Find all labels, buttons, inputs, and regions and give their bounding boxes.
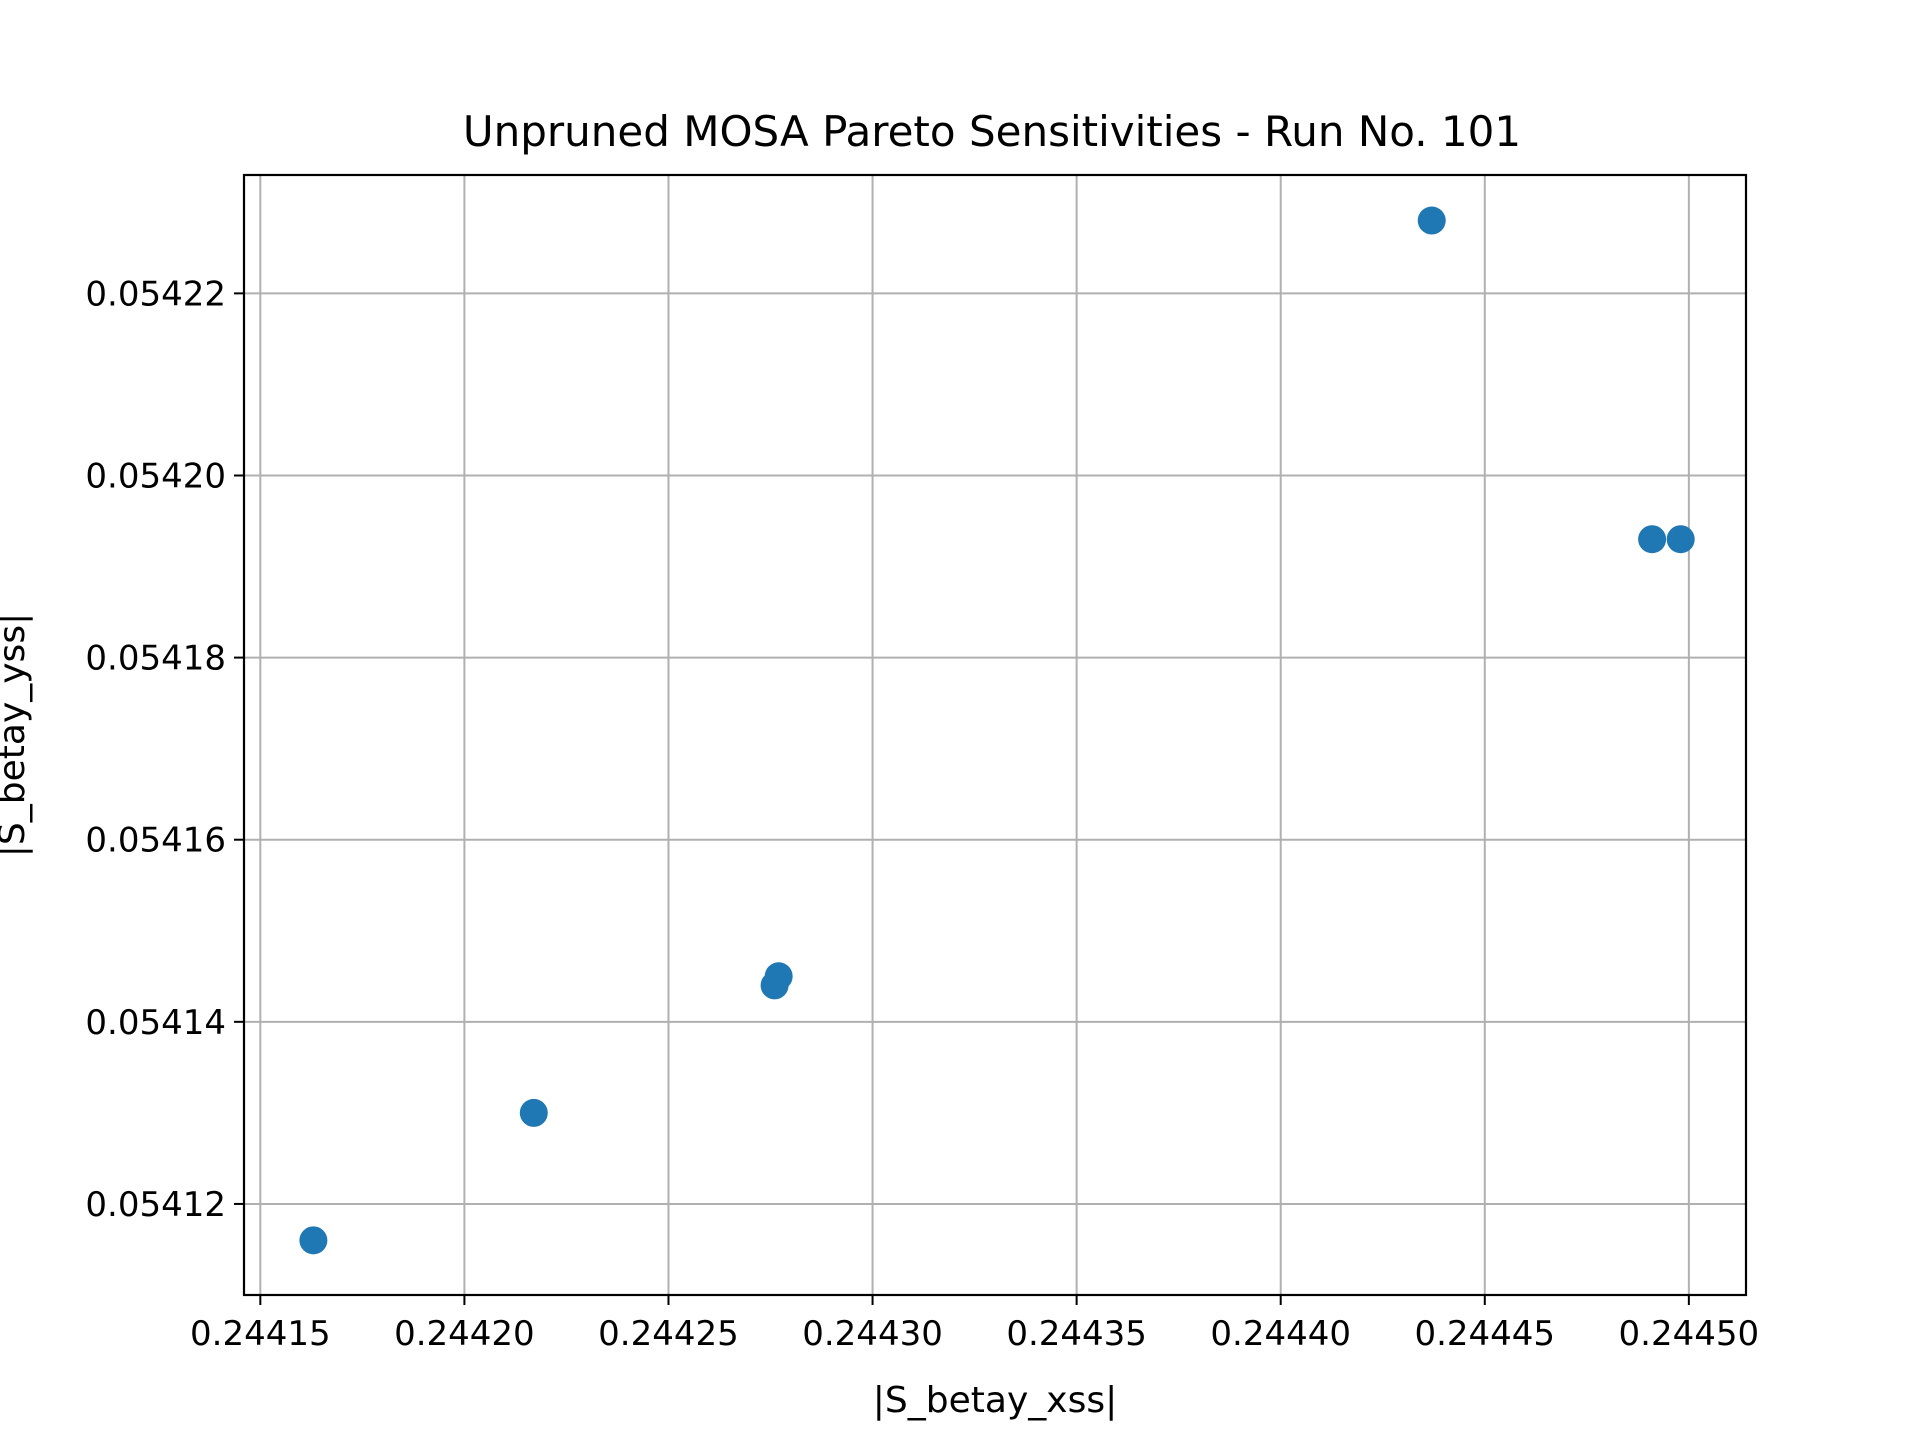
y-axis-label: |S_betay_yss| [0, 613, 33, 857]
x-tick-label: 0.24440 [1210, 1314, 1351, 1354]
y-tick-label: 0.05422 [85, 274, 226, 314]
data-point [1638, 525, 1667, 554]
y-tick-label: 0.05412 [85, 1185, 226, 1225]
y-tick-label: 0.05418 [85, 639, 226, 679]
x-tick-label: 0.24435 [1006, 1314, 1147, 1354]
x-tick-label: 0.24430 [802, 1314, 943, 1354]
data-point [764, 962, 793, 991]
x-tick-label: 0.24445 [1414, 1314, 1555, 1354]
data-points [299, 206, 1695, 1255]
x-tick-label: 0.24415 [190, 1314, 331, 1354]
y-axis-ticks: 0.05412 0.05414 0.05416 0.05418 0.05420 0.054… [85, 274, 244, 1225]
y-tick-label: 0.05416 [85, 821, 226, 861]
x-axis-label: |S_betay_xss| [873, 1380, 1117, 1421]
x-tick-label: 0.24420 [394, 1314, 535, 1354]
chart-title: Unpruned MOSA Pareto Sensitivities - Run… [463, 107, 1521, 156]
x-tick-label: 0.24450 [1619, 1314, 1760, 1354]
y-tick-label: 0.05420 [85, 456, 226, 496]
x-axis-ticks: 0.24415 0.24420 0.24425 0.24430 0.24435 0.244… [190, 1295, 1759, 1354]
data-point [519, 1098, 548, 1127]
data-point [299, 1226, 328, 1255]
y-tick-label: 0.05414 [85, 1003, 226, 1043]
x-tick-label: 0.24425 [598, 1314, 739, 1354]
data-point [1666, 525, 1695, 554]
data-point [1417, 206, 1446, 235]
plot-frame [242, 173, 1748, 1297]
grid [244, 175, 1746, 1295]
